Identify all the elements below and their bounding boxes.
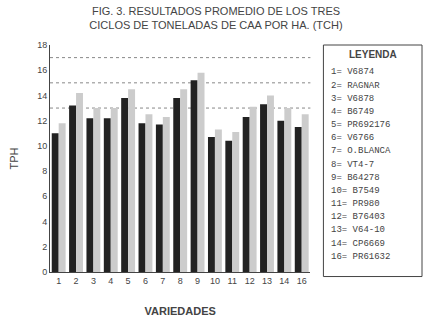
svg-text:6: 6 xyxy=(143,276,148,286)
svg-text:VARIEDADES: VARIEDADES xyxy=(145,305,216,317)
svg-text:9= B64278: 9= B64278 xyxy=(331,173,380,183)
svg-text:FIG. 3. RESULTADOS PROMEDIO DE: FIG. 3. RESULTADOS PROMEDIO DE LOS TRESC… xyxy=(89,5,342,31)
svg-text:3= V6878: 3= V6878 xyxy=(331,94,374,104)
svg-text:13: 13 xyxy=(262,276,272,286)
svg-text:3: 3 xyxy=(91,276,96,286)
svg-text:4: 4 xyxy=(42,217,47,227)
svg-text:12: 12 xyxy=(37,116,47,126)
svg-text:13= V64-10: 13= V64-10 xyxy=(331,225,385,235)
svg-text:2: 2 xyxy=(74,276,79,286)
svg-text:2: 2 xyxy=(42,242,47,252)
svg-text:12= B76403: 12= B76403 xyxy=(331,212,385,222)
svg-text:16: 16 xyxy=(37,65,47,75)
svg-text:5: 5 xyxy=(126,276,131,286)
svg-text:6= V6766: 6= V6766 xyxy=(331,133,374,143)
svg-text:7= O.BLANCA: 7= O.BLANCA xyxy=(331,146,391,156)
svg-text:10: 10 xyxy=(37,141,47,151)
svg-text:16= PR61632: 16= PR61632 xyxy=(331,252,390,262)
svg-text:14: 14 xyxy=(279,276,289,286)
svg-text:TPH: TPH xyxy=(8,147,20,169)
svg-text:4: 4 xyxy=(108,276,113,286)
svg-text:7: 7 xyxy=(160,276,165,286)
svg-text:5= PR692176: 5= PR692176 xyxy=(331,120,390,130)
svg-text:1: 1 xyxy=(56,276,61,286)
svg-text:14= CP6669: 14= CP6669 xyxy=(331,239,385,249)
svg-text:16: 16 xyxy=(297,276,307,286)
svg-text:4= B6749: 4= B6749 xyxy=(331,107,374,117)
svg-text:8: 8 xyxy=(42,166,47,176)
svg-text:9: 9 xyxy=(195,276,200,286)
svg-text:14: 14 xyxy=(37,91,47,101)
svg-text:8: 8 xyxy=(178,276,183,286)
svg-text:12: 12 xyxy=(245,276,255,286)
svg-text:6: 6 xyxy=(42,191,47,201)
svg-text:11: 11 xyxy=(228,276,237,286)
svg-text:18: 18 xyxy=(37,40,47,50)
svg-text:11= PR980: 11= PR980 xyxy=(331,199,380,209)
svg-text:1= V6874: 1= V6874 xyxy=(331,67,374,77)
svg-text:8= VT4-7: 8= VT4-7 xyxy=(331,160,374,170)
svg-text:10= B7549: 10= B7549 xyxy=(331,186,380,196)
svg-text:0: 0 xyxy=(42,267,47,277)
svg-text:2= RAGNAR: 2= RAGNAR xyxy=(331,81,380,91)
svg-text:LEYENDA: LEYENDA xyxy=(349,49,397,60)
svg-text:10: 10 xyxy=(210,276,220,286)
